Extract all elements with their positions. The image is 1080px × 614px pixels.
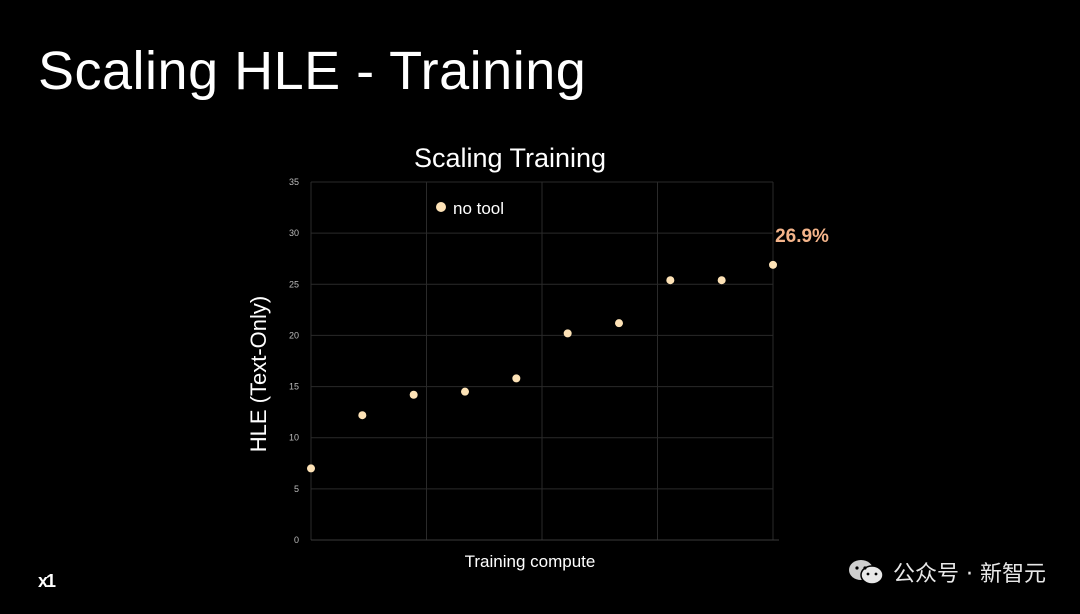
y-tick-label: 0 (294, 535, 299, 545)
data-point (461, 387, 469, 396)
data-point (358, 411, 367, 420)
data-point (769, 260, 777, 269)
legend-label: no tool (453, 199, 504, 218)
y-tick-label: 10 (289, 433, 299, 443)
y-axis-ticks: 0 5 10 15 20 25 30 35 (289, 177, 299, 545)
y-tick-label: 20 (289, 330, 299, 340)
chart-legend: no tool (436, 199, 504, 218)
watermark: 公众号 · 新智元 (847, 556, 1046, 588)
slide-title: Scaling HLE - Training (38, 41, 587, 101)
y-axis-label: HLE (Text-Only) (246, 296, 271, 452)
data-point (666, 276, 675, 285)
x1-logo: x1 (38, 571, 56, 591)
chart-grid (310, 181, 779, 541)
x-axis-label: Training compute (465, 552, 596, 571)
wechat-icon (849, 560, 884, 585)
y-tick-label: 25 (289, 279, 299, 289)
data-point (409, 390, 418, 399)
y-tick-label: 30 (289, 228, 299, 238)
data-point (615, 319, 623, 328)
annotation-label: 26.9% (775, 226, 829, 247)
legend-marker (436, 202, 446, 212)
watermark-text: 公众号 · 新智元 (893, 562, 1046, 587)
y-tick-label: 35 (289, 177, 299, 187)
data-point (717, 276, 726, 285)
data-point (512, 374, 521, 383)
y-tick-label: 15 (289, 382, 299, 392)
chart-title: Scaling Training (414, 143, 606, 173)
data-point (563, 329, 572, 338)
y-tick-label: 5 (294, 484, 299, 494)
data-point (307, 464, 315, 473)
data-points (307, 260, 777, 473)
